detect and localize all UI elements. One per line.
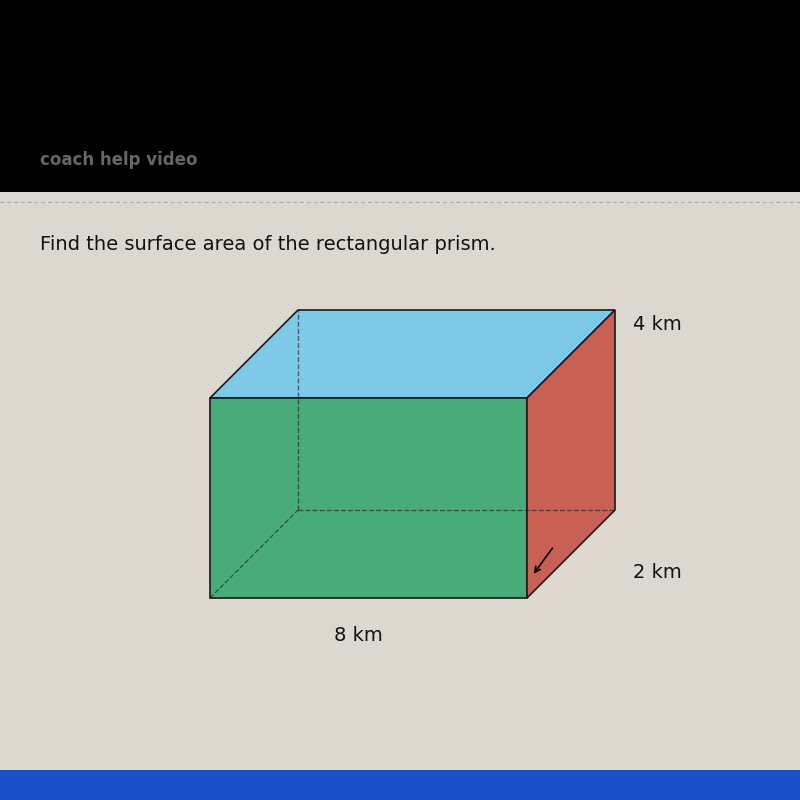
Polygon shape [527,310,615,598]
Polygon shape [210,398,527,598]
Text: 8 km: 8 km [334,626,383,645]
Bar [0,192,800,800]
Text: coach help video: coach help video [40,151,198,169]
Text: 2 km: 2 km [633,563,682,582]
Bar [0,0,800,192]
Bar [0,770,800,800]
Text: Find the surface area of the rectangular prism.: Find the surface area of the rectangular… [40,234,496,254]
Text: 4 km: 4 km [633,314,682,334]
Polygon shape [210,310,615,398]
